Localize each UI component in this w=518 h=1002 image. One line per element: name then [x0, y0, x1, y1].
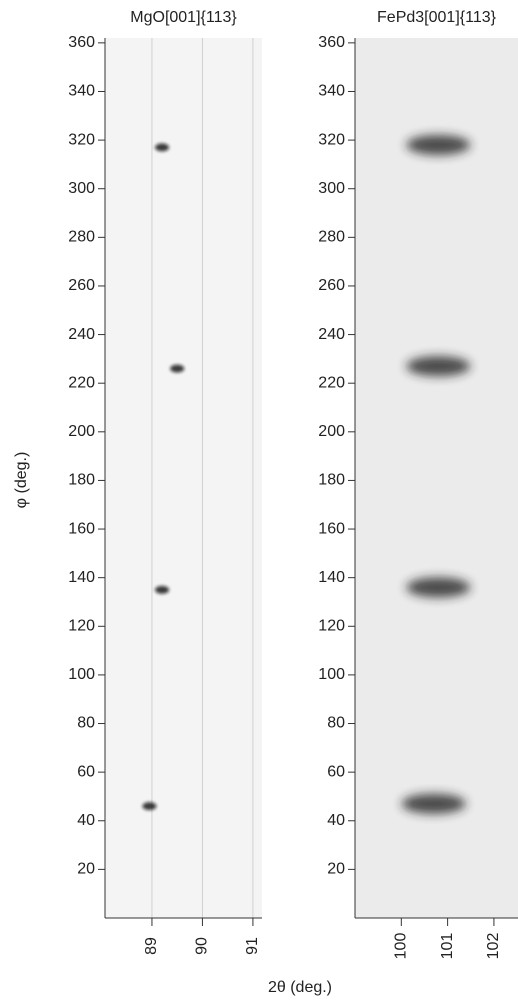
x-tick-label: 102: [485, 933, 502, 960]
y-tick-label: 60: [327, 763, 345, 780]
y-tick-label: 200: [318, 423, 345, 440]
y-tick-label: 220: [68, 374, 95, 391]
y-tick-label: 100: [68, 666, 95, 683]
y-tick-label: 340: [318, 83, 345, 100]
chart: φ (deg.) 2θ (deg.) MgO[001]{113} 89 90 91 20…: [0, 0, 518, 1002]
y-tick-label: 180: [318, 472, 345, 489]
y-tick-label: 220: [318, 374, 345, 391]
x-axis-label: 2θ (deg.): [268, 979, 332, 996]
intensity-spot: [155, 143, 169, 151]
y-tick-label: 260: [318, 277, 345, 294]
y-tick-label: 180: [68, 472, 95, 489]
y-tick-label: 80: [77, 715, 95, 732]
y-tick-label: 200: [68, 423, 95, 440]
y-tick-label: 20: [77, 861, 95, 878]
plot-area: [105, 38, 262, 918]
y-tick-label: 300: [318, 180, 345, 197]
y-tick-label: 320: [68, 131, 95, 148]
intensity-spot: [406, 577, 470, 597]
y-tick-label: 240: [318, 326, 345, 343]
intensity-spot: [155, 586, 169, 594]
intensity-spot: [406, 135, 470, 155]
x-tick-label: 100: [393, 933, 410, 960]
x-tick-label: 91: [244, 937, 261, 955]
y-tick-label: 20: [327, 861, 345, 878]
y-tick-label: 140: [318, 569, 345, 586]
y-tick-label: 160: [68, 520, 95, 537]
intensity-spot: [170, 365, 184, 373]
y-tick-label: 260: [68, 277, 95, 294]
y-tick-label: 280: [68, 229, 95, 246]
x-tick-label: 101: [439, 933, 456, 960]
y-tick-label: 360: [318, 34, 345, 51]
y-tick-label: 60: [77, 763, 95, 780]
plot-area: [355, 38, 518, 918]
y-tick-label: 360: [68, 34, 95, 51]
y-tick-label: 280: [318, 229, 345, 246]
y-tick-label: 40: [327, 812, 345, 829]
y-tick-label: 300: [68, 180, 95, 197]
y-tick-label: 240: [68, 326, 95, 343]
panel-title: FePd3[001]{113}: [377, 9, 497, 26]
y-tick-label: 40: [77, 812, 95, 829]
y-axis-label: φ (deg.): [13, 452, 30, 509]
x-tick-label: 89: [143, 937, 160, 955]
y-tick-label: 120: [318, 618, 345, 635]
intensity-spot: [402, 794, 466, 814]
intensity-spot: [142, 802, 156, 810]
y-tick-label: 100: [318, 666, 345, 683]
y-tick-label: 160: [318, 520, 345, 537]
x-tick-label: 90: [194, 937, 211, 955]
y-tick-label: 340: [68, 83, 95, 100]
y-tick-label: 320: [318, 131, 345, 148]
y-tick-label: 120: [68, 618, 95, 635]
y-tick-label: 80: [327, 715, 345, 732]
intensity-spot: [406, 356, 470, 376]
panel-title: MgO[001]{113}: [130, 9, 237, 26]
y-tick-label: 140: [68, 569, 95, 586]
